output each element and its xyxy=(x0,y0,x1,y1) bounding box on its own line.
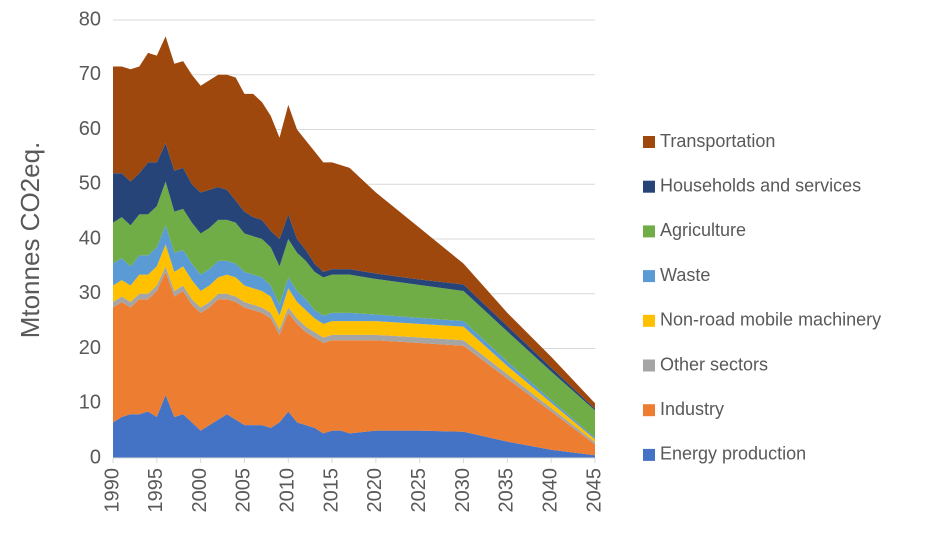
x-tick-label: 2030 xyxy=(452,468,474,513)
area xyxy=(113,244,595,443)
legend-swatch xyxy=(643,180,655,193)
y-tick-label: 20 xyxy=(79,337,101,359)
area xyxy=(113,225,595,440)
x-tick-label: 2025 xyxy=(408,468,430,513)
y-tick-label: 80 xyxy=(79,8,101,30)
legend-label: Other sectors xyxy=(660,354,768,374)
legend-swatch xyxy=(643,448,655,461)
area xyxy=(113,143,595,411)
area xyxy=(113,395,595,458)
x-tick-label: 2015 xyxy=(320,468,342,513)
y-tick-label: 10 xyxy=(79,392,101,414)
legend-label: Non-road mobile machinery xyxy=(660,310,881,330)
y-axis-label: Mtonnes CO2eq. xyxy=(15,142,45,339)
legend-swatch xyxy=(643,404,655,417)
legend-label: Waste xyxy=(660,265,710,285)
y-tick-label: 30 xyxy=(79,282,101,304)
legend-label: Industry xyxy=(660,399,724,419)
x-tick-label: 2000 xyxy=(189,468,211,513)
legend-label: Transportation xyxy=(660,131,775,151)
legend-label: Energy production xyxy=(660,444,806,464)
x-tick-label: 2045 xyxy=(583,468,605,513)
y-tick-label: 50 xyxy=(79,173,101,195)
legend-swatch xyxy=(643,270,655,283)
area xyxy=(113,181,595,438)
legend-swatch xyxy=(643,136,655,148)
x-tick-label: 2040 xyxy=(539,468,561,513)
legend-swatch xyxy=(643,225,655,238)
x-tick-label: 1995 xyxy=(145,468,167,513)
x-tick-label: 2035 xyxy=(496,468,518,513)
legend-label: Households and services xyxy=(660,175,861,195)
legend-swatch xyxy=(643,359,655,372)
x-tick-label: 2020 xyxy=(364,468,386,513)
x-tick-label: 2005 xyxy=(233,468,255,513)
legend-label: Agriculture xyxy=(660,220,746,240)
legend-swatch xyxy=(643,314,655,327)
area xyxy=(113,271,595,456)
y-tick-label: 0 xyxy=(90,446,101,468)
y-tick-label: 60 xyxy=(79,118,101,140)
y-tick-label: 40 xyxy=(79,227,101,249)
area xyxy=(113,36,595,409)
y-tick-label: 70 xyxy=(79,63,101,85)
x-tick-label: 2010 xyxy=(277,468,299,513)
x-tick-label: 1990 xyxy=(101,468,123,513)
